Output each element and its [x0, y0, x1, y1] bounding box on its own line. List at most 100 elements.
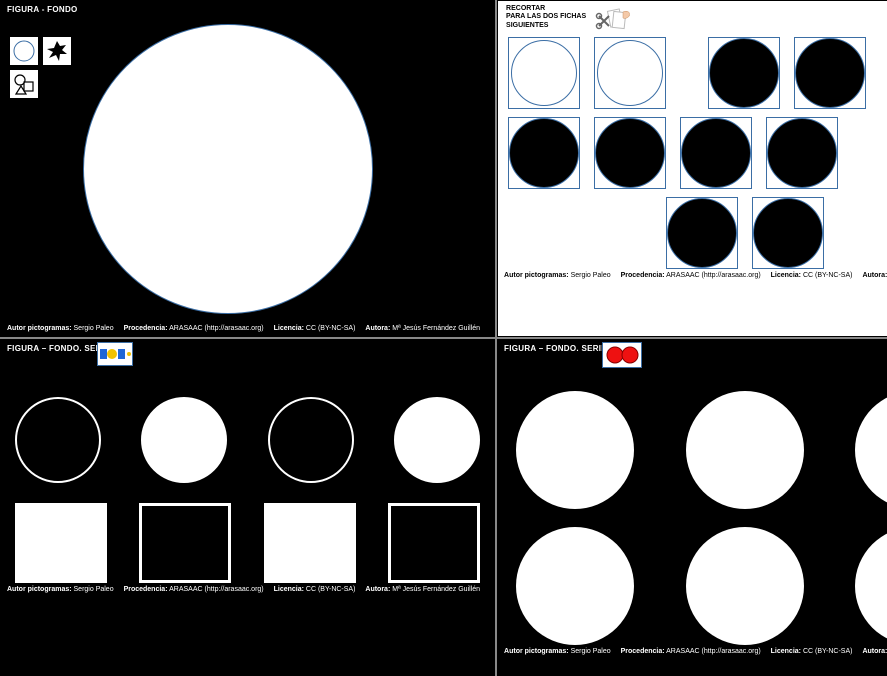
panel2-footer: Autor pictogramas: Sergio Paleo Proceden…: [498, 269, 887, 283]
footer-label: Procedencia:: [124, 325, 168, 332]
worksheet-grid: FIGURA - FONDO Autor: [0, 0, 887, 676]
panel2-grid: [498, 33, 887, 269]
cutout-row: [508, 197, 887, 269]
cutout-cell: [666, 197, 738, 269]
footer-value: Mª Jesús Fernández Guillén: [392, 325, 480, 332]
white-circle: [686, 391, 804, 509]
circle-filled: [767, 118, 837, 188]
footer-label: Autora:: [862, 648, 887, 655]
footer-value: ARASAAC (http://arasaac.org): [169, 325, 264, 332]
circle-filled: [667, 198, 737, 268]
instr-line: RECORTAR: [506, 5, 586, 13]
scissors-icon: [594, 5, 634, 33]
footer-label: Autora:: [365, 325, 390, 332]
series-circle-outline: [15, 397, 101, 483]
panel4-content: [498, 357, 887, 645]
panel3-footer: Autor pictogramas: Sergio Paleo Proceden…: [1, 583, 494, 597]
circle-filled: [509, 118, 579, 188]
series-circle-filled: [394, 397, 480, 483]
cutout-row: [508, 37, 887, 109]
footer-label: Licencia:: [274, 586, 304, 593]
panel-serie-circles: FIGURA – FONDO. SERIE Autor pictogramas:…: [497, 339, 887, 676]
panel4-footer: Autor pictogramas: Sergio Paleo Proceden…: [498, 645, 887, 659]
footer-value: Sergio Paleo: [74, 325, 114, 332]
white-circle-icon: [9, 36, 39, 66]
footer-label: Procedencia:: [621, 648, 665, 655]
panel1-content: [1, 18, 494, 322]
panel3-content: [1, 357, 494, 583]
footer-value: ARASAAC (http://arasaac.org): [666, 648, 761, 655]
cutout-cell: [508, 37, 580, 109]
footer-value: CC (BY-NC-SA): [306, 325, 356, 332]
panel-recortar: RECORTAR PARA LAS DOS FICHAS SIGUIENTES: [497, 0, 887, 337]
circle-filled: [595, 118, 665, 188]
splat-icon: [42, 36, 72, 66]
footer-value: CC (BY-NC-SA): [803, 648, 853, 655]
instr-line: SIGUIENTES: [506, 22, 586, 30]
footer-value: Sergio Paleo: [571, 272, 611, 279]
footer-value: CC (BY-NC-SA): [803, 272, 853, 279]
cutout-cell: [680, 117, 752, 189]
footer-label: Autora:: [862, 272, 887, 279]
series-circle-filled: [141, 397, 227, 483]
footer-value: ARASAAC (http://arasaac.org): [666, 272, 761, 279]
footer-value: Mª Jesús Fernández Guillén: [392, 586, 480, 593]
cutout-cell: [594, 117, 666, 189]
footer-label: Autora:: [365, 586, 390, 593]
panel1-title: FIGURA - FONDO: [1, 1, 494, 18]
circle-row: [516, 391, 887, 509]
series-circle-outline: [268, 397, 354, 483]
footer-label: Licencia:: [771, 272, 801, 279]
white-circle: [855, 527, 887, 645]
series-square-filled: [264, 503, 356, 583]
series-square-filled: [15, 503, 107, 583]
footer-label: Autor pictogramas:: [504, 272, 569, 279]
panel3-title: FIGURA – FONDO. SERIE: [1, 340, 494, 357]
large-white-circle: [83, 24, 373, 314]
panel1-iconset: [9, 36, 79, 99]
series-row-circles: [15, 397, 480, 483]
series-square-outline: [388, 503, 480, 583]
white-circle: [686, 527, 804, 645]
panel1-footer: Autor pictogramas: Sergio Paleo Proceden…: [1, 322, 494, 336]
cutout-cell: [508, 117, 580, 189]
circle-filled: [753, 198, 823, 268]
footer-label: Autor pictogramas:: [504, 648, 569, 655]
red-dots-badge-icon: [602, 342, 642, 368]
series-badge-icon: [97, 342, 133, 366]
panel2-instructions: RECORTAR PARA LAS DOS FICHAS SIGUIENTES: [506, 5, 586, 30]
footer-label: Autor pictogramas:: [7, 325, 72, 332]
cutout-cell: [766, 117, 838, 189]
panel-serie-shapes: FIGURA – FONDO. SERIE: [0, 339, 495, 676]
footer-label: Autor pictogramas:: [7, 586, 72, 593]
footer-label: Procedencia:: [621, 272, 665, 279]
cutout-cell: [752, 197, 824, 269]
circle-filled: [681, 118, 751, 188]
cutout-row: [508, 117, 887, 189]
cutout-cell: [708, 37, 780, 109]
circle-outline: [511, 40, 577, 106]
footer-value: Sergio Paleo: [571, 648, 611, 655]
white-circle: [855, 391, 887, 509]
panel-figura-fondo: FIGURA - FONDO Autor: [0, 0, 495, 337]
footer-label: Licencia:: [771, 648, 801, 655]
circle-row: [516, 527, 887, 645]
white-circle: [516, 527, 634, 645]
panel2-header: RECORTAR PARA LAS DOS FICHAS SIGUIENTES: [498, 1, 887, 33]
footer-label: Procedencia:: [124, 586, 168, 593]
white-circle: [516, 391, 634, 509]
footer-value: ARASAAC (http://arasaac.org): [169, 586, 264, 593]
series-row-squares: [15, 503, 480, 583]
cutout-cell: [794, 37, 866, 109]
cutout-cell: [594, 37, 666, 109]
shapes-icon: [9, 69, 39, 99]
panel4-title: FIGURA – FONDO. SERIE: [498, 340, 887, 357]
footer-value: Sergio Paleo: [74, 586, 114, 593]
circle-outline: [597, 40, 663, 106]
circle-filled: [795, 38, 865, 108]
instr-line: PARA LAS DOS FICHAS: [506, 13, 586, 21]
footer-value: CC (BY-NC-SA): [306, 586, 356, 593]
series-square-outline: [139, 503, 231, 583]
circle-filled: [709, 38, 779, 108]
footer-label: Licencia:: [274, 325, 304, 332]
